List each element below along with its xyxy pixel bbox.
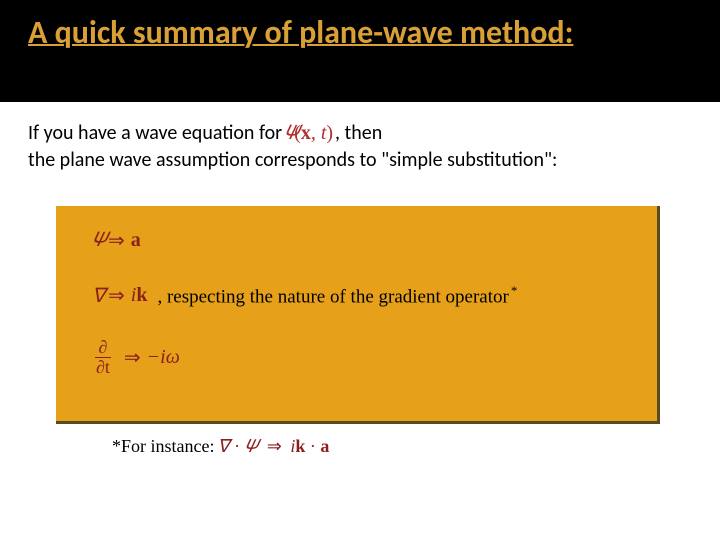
footnote-expr: ∇ · 𝛹 ⇒ ik · a	[214, 436, 332, 457]
rhs-a: a	[131, 229, 141, 252]
gradient-note: , respecting the nature of the gradient …	[157, 283, 517, 308]
psi-glyph: 𝛹	[284, 120, 294, 147]
footnote-lead: For instance:	[121, 436, 214, 457]
substitution-box-wrap: 𝛹 ⇒ a ∇ ⇒ ik , respecting the nature of …	[56, 206, 660, 457]
substitution-row-1: 𝛹 ⇒ a	[92, 228, 637, 253]
slide-title: A quick summary of plane-wave method:	[28, 14, 692, 52]
arrow-icon: ⇒	[118, 345, 147, 370]
lhs-nabla: ∇	[92, 283, 102, 308]
body-line-2: the plane wave assumption corresponds to…	[28, 147, 692, 174]
lhs-ddt: ∂ ∂t	[92, 338, 114, 377]
title-bar: A quick summary of plane-wave method:	[0, 0, 720, 102]
rhs-neg-i-omega: −iω	[147, 346, 180, 369]
substitution-box: 𝛹 ⇒ a ∇ ⇒ ik , respecting the nature of …	[56, 206, 660, 424]
inline-math-psi-xt: 𝛹 (x, t)	[282, 120, 335, 147]
substitution-row-3: ∂ ∂t ⇒ −iω	[92, 338, 637, 377]
arrow-icon: ⇒	[102, 283, 131, 308]
lhs-psi: 𝛹	[92, 229, 102, 252]
body-line-1b: , then	[335, 120, 382, 147]
substitution-row-2: ∇ ⇒ ik , respecting the nature of the gr…	[92, 283, 637, 308]
body-block: If you have a wave equation for 𝛹 (x, t)…	[0, 102, 720, 174]
footnote-star: *	[112, 436, 121, 457]
body-line-1: If you have a wave equation for 𝛹 (x, t)…	[28, 120, 692, 147]
body-line-1a: If you have a wave equation for	[28, 120, 282, 147]
rhs-ik: ik	[131, 284, 148, 307]
arrow-icon: ⇒	[102, 228, 131, 253]
footnote: * For instance: ∇ · 𝛹 ⇒ ik · a	[56, 424, 660, 457]
